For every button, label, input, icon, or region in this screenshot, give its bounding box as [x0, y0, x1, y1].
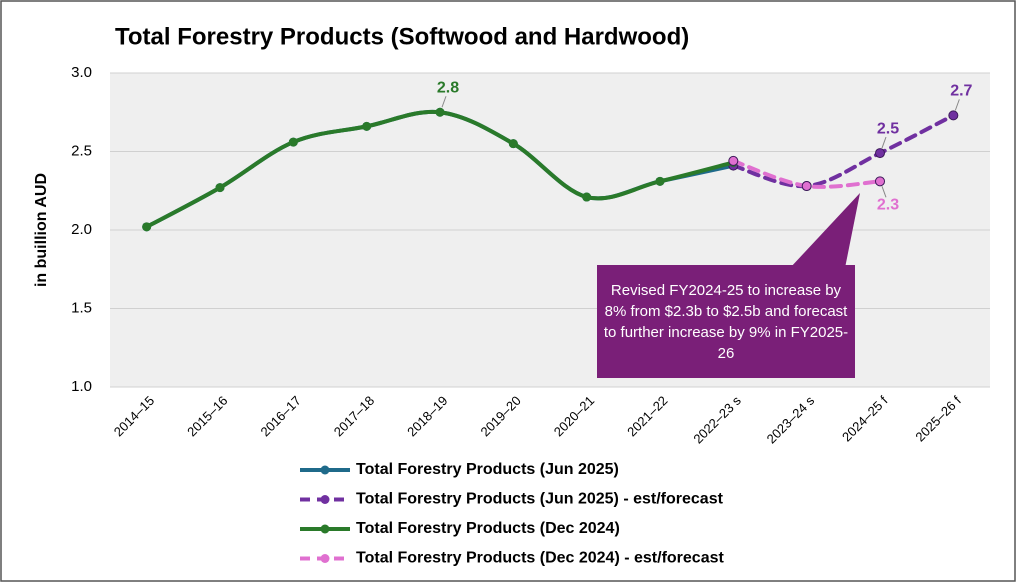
data-point: [582, 192, 592, 202]
y-tick-label: 2.5: [71, 142, 92, 159]
y-tick-label: 1.0: [71, 378, 92, 395]
callout-pointer: [790, 193, 860, 268]
data-point: [215, 183, 225, 193]
label-leader: [881, 136, 887, 149]
data-point: [875, 148, 885, 159]
data-point: [875, 176, 885, 187]
label-leader: [881, 186, 887, 198]
legend-label: Total Forestry Products (Jun 2025) - est…: [356, 491, 724, 508]
data-point: [728, 155, 739, 166]
data-point: [655, 176, 665, 186]
series-line: [731, 113, 956, 189]
data-label: 2.8: [437, 79, 459, 96]
data-point: [362, 121, 372, 131]
legend-marker: [320, 465, 330, 475]
legend-label: Total Forestry Products (Jun 2025): [356, 461, 619, 478]
y-tick-label: 1.5: [71, 299, 92, 316]
label-leader: [441, 96, 447, 108]
chart-title: Total Forestry Products (Softwood and Ha…: [115, 23, 689, 50]
y-tick-label: 3.0: [71, 64, 92, 81]
data-label: 2.7: [950, 83, 972, 100]
data-point: [435, 107, 445, 117]
legend-marker: [320, 554, 330, 563]
data-label: 2.5: [877, 120, 899, 137]
y-axis-label: in buillion AUD: [33, 173, 50, 287]
data-label: 2.3: [877, 197, 899, 214]
annotation: Revised FY2024-25 to increase by 8% from…: [603, 281, 849, 362]
data-point: [801, 181, 812, 192]
callout-box: [597, 265, 855, 378]
legend-marker: [320, 524, 330, 534]
legend-label: Total Forestry Products (Dec 2024) - est…: [356, 550, 724, 567]
data-point: [142, 222, 152, 232]
data-point: [508, 139, 518, 149]
label-leader: [954, 99, 960, 111]
lines: 2.5 2.7 2.8 2.3: [142, 79, 973, 232]
legend-marker: [320, 495, 330, 504]
y-tick-label: 2.0: [71, 221, 92, 238]
data-point: [948, 110, 959, 121]
legend-label: Total Forestry Products (Dec 2024): [356, 520, 620, 537]
data-point: [288, 137, 298, 147]
